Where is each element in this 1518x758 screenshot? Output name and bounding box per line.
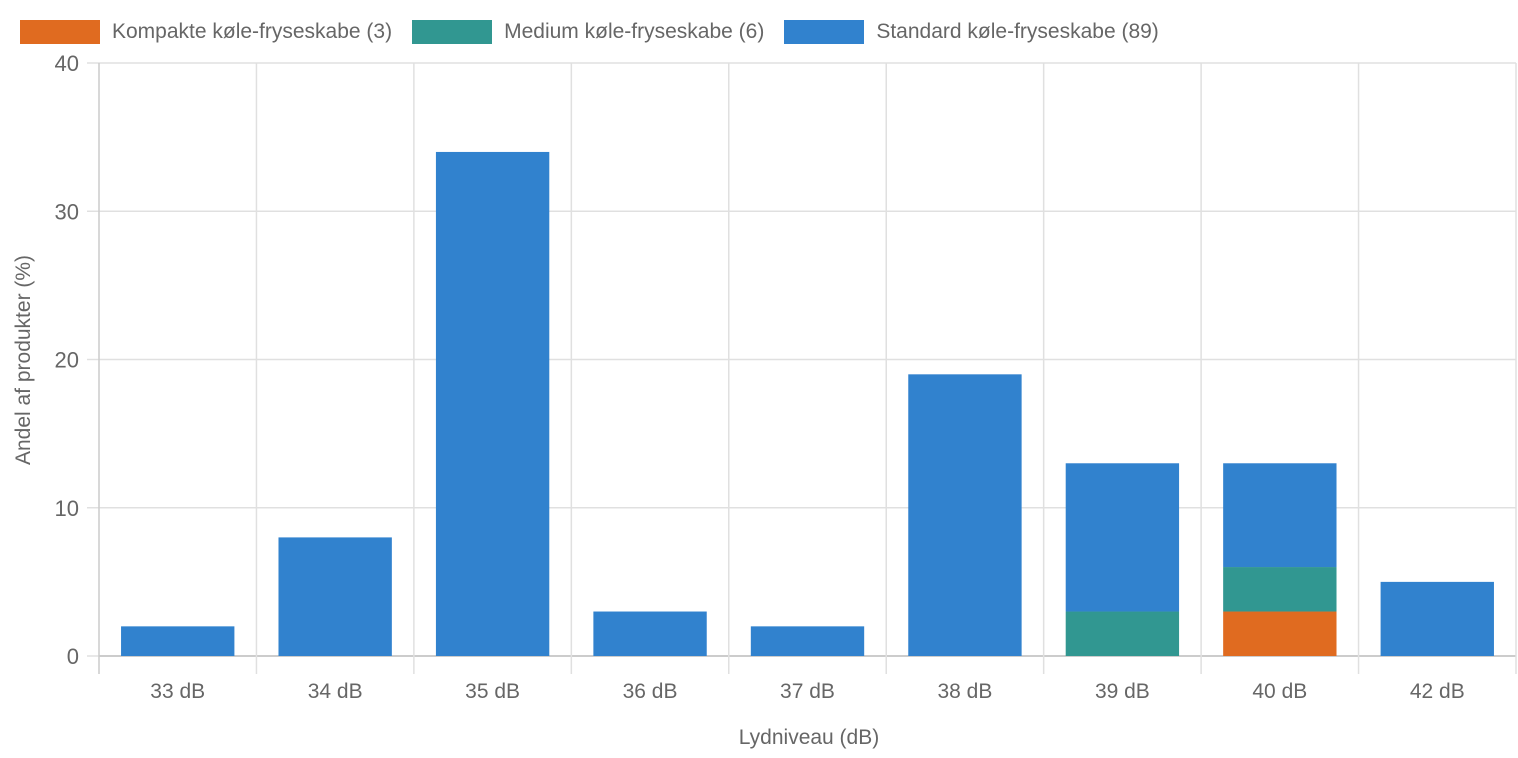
- y-tick-label: 10: [55, 496, 79, 521]
- legend-swatch-standard: [784, 20, 865, 44]
- bar-segment[interactable]: [1065, 463, 1180, 612]
- x-tick-label: 37 dB: [780, 680, 835, 703]
- x-tick-label: 38 dB: [937, 680, 992, 703]
- x-tick-label: 36 dB: [623, 680, 678, 703]
- x-tick-label: 39 dB: [1095, 680, 1150, 703]
- bar-segment[interactable]: [750, 626, 865, 656]
- x-tick-label: 33 dB: [150, 680, 205, 703]
- x-tick-label: 35 dB: [465, 680, 520, 703]
- x-tick-label: 40 dB: [1252, 680, 1307, 703]
- y-tick-label: 40: [55, 51, 79, 76]
- legend-label: Standard køle-fryseskabe (89): [876, 20, 1159, 43]
- bar-segment[interactable]: [1223, 611, 1337, 656]
- legend-label: Kompakte køle-fryseskabe (3): [112, 20, 393, 43]
- legend-item-medium[interactable]: Medium køle-fryseskabe (6): [412, 20, 764, 44]
- bar-segment[interactable]: [121, 626, 235, 656]
- grid-lines: [87, 62, 1517, 674]
- axes: 0 10 20 30 40 33 dB 34 dB 35 dB 36 dB 37 dB 38 dB 3…: [55, 51, 1465, 703]
- x-tick-label: 34 dB: [308, 680, 363, 703]
- legend-item-standard[interactable]: Standard køle-fryseskabe (89): [784, 20, 1159, 44]
- bar-segment[interactable]: [278, 537, 392, 656]
- chart-legend: Kompakte køle-fryseskabe (3) Medium køle…: [20, 18, 1179, 46]
- y-tick-label: 0: [67, 644, 79, 669]
- y-tick-label: 30: [55, 199, 79, 224]
- bar-segment[interactable]: [1223, 567, 1337, 612]
- bar-segment[interactable]: [1065, 611, 1180, 656]
- bar-segment[interactable]: [908, 374, 1022, 656]
- bars: [121, 151, 1494, 656]
- legend-swatch-kompakte: [20, 20, 100, 44]
- x-tick-label: 42 dB: [1410, 680, 1465, 703]
- bar-segment[interactable]: [435, 151, 550, 656]
- bar-segment[interactable]: [1223, 463, 1337, 568]
- y-tick-label: 20: [55, 348, 79, 373]
- y-axis-title: Andel af produkter (%): [12, 255, 35, 465]
- legend-label: Medium køle-fryseskabe (6): [504, 20, 765, 43]
- bar-segment[interactable]: [1380, 581, 1494, 656]
- legend-swatch-medium: [412, 20, 493, 44]
- x-axis-title: Lydniveau (dB): [739, 726, 879, 749]
- bar-segment[interactable]: [593, 611, 707, 656]
- legend-item-kompakte[interactable]: Kompakte køle-fryseskabe (3): [20, 20, 392, 44]
